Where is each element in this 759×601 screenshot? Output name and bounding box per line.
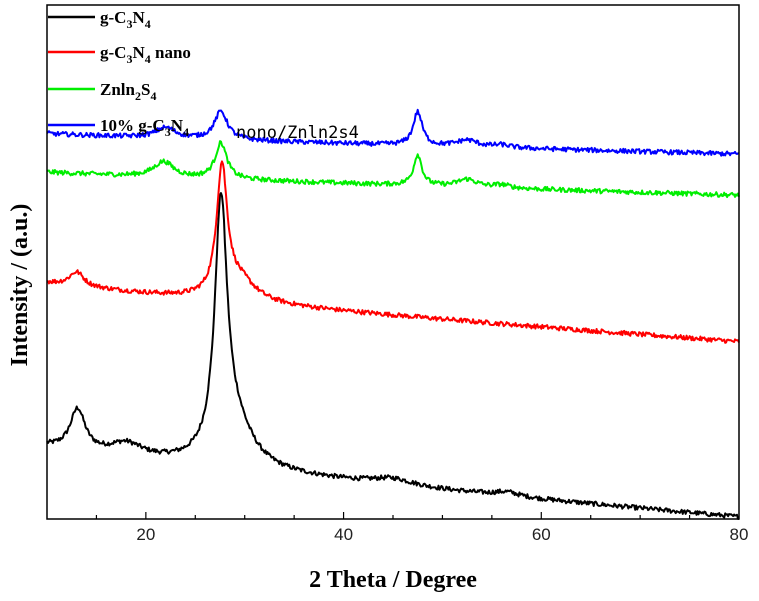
- x-tick-label: 60: [532, 525, 551, 544]
- y-axis-title: Intensity / (a.u.): [7, 204, 33, 367]
- legend-entry-g-c3n4-nano: g-C3N4 nano: [48, 43, 191, 66]
- series-line-0: [46, 192, 740, 520]
- series-line-2: [46, 140, 740, 199]
- legend-entry-composite: 10% g-C3N4 nono/Znln2s4: [48, 116, 359, 143]
- legend-entry-znin2s4: Znln2S4: [48, 80, 156, 103]
- series-layer: [46, 108, 740, 520]
- legend-label-g-c3n4: g-C3N4: [100, 8, 151, 31]
- legend-label-composite: 10% g-C3N4: [100, 116, 189, 139]
- x-tick-label: 20: [136, 525, 155, 544]
- plot-frame: [46, 4, 740, 520]
- x-tick-label: 40: [334, 525, 353, 544]
- legend-label-composite-extra: nono/Znln2s4: [236, 123, 359, 143]
- series-line-3: [46, 108, 740, 157]
- legend-entry-g-c3n4: g-C3N4: [48, 8, 151, 31]
- x-axis-title: 2 Theta / Degree: [309, 567, 477, 593]
- x-tick-label: 80: [730, 525, 749, 544]
- axes-layer: 20 40 60 80: [46, 4, 749, 544]
- legend: g-C3N4 g-C3N4 nano Znln2S4 10% g-C3N4 no…: [48, 8, 359, 143]
- series-line-1: [46, 160, 740, 344]
- legend-label-g-c3n4-nano: g-C3N4 nano: [100, 43, 191, 66]
- legend-label-znin2s4: Znln2S4: [100, 80, 156, 103]
